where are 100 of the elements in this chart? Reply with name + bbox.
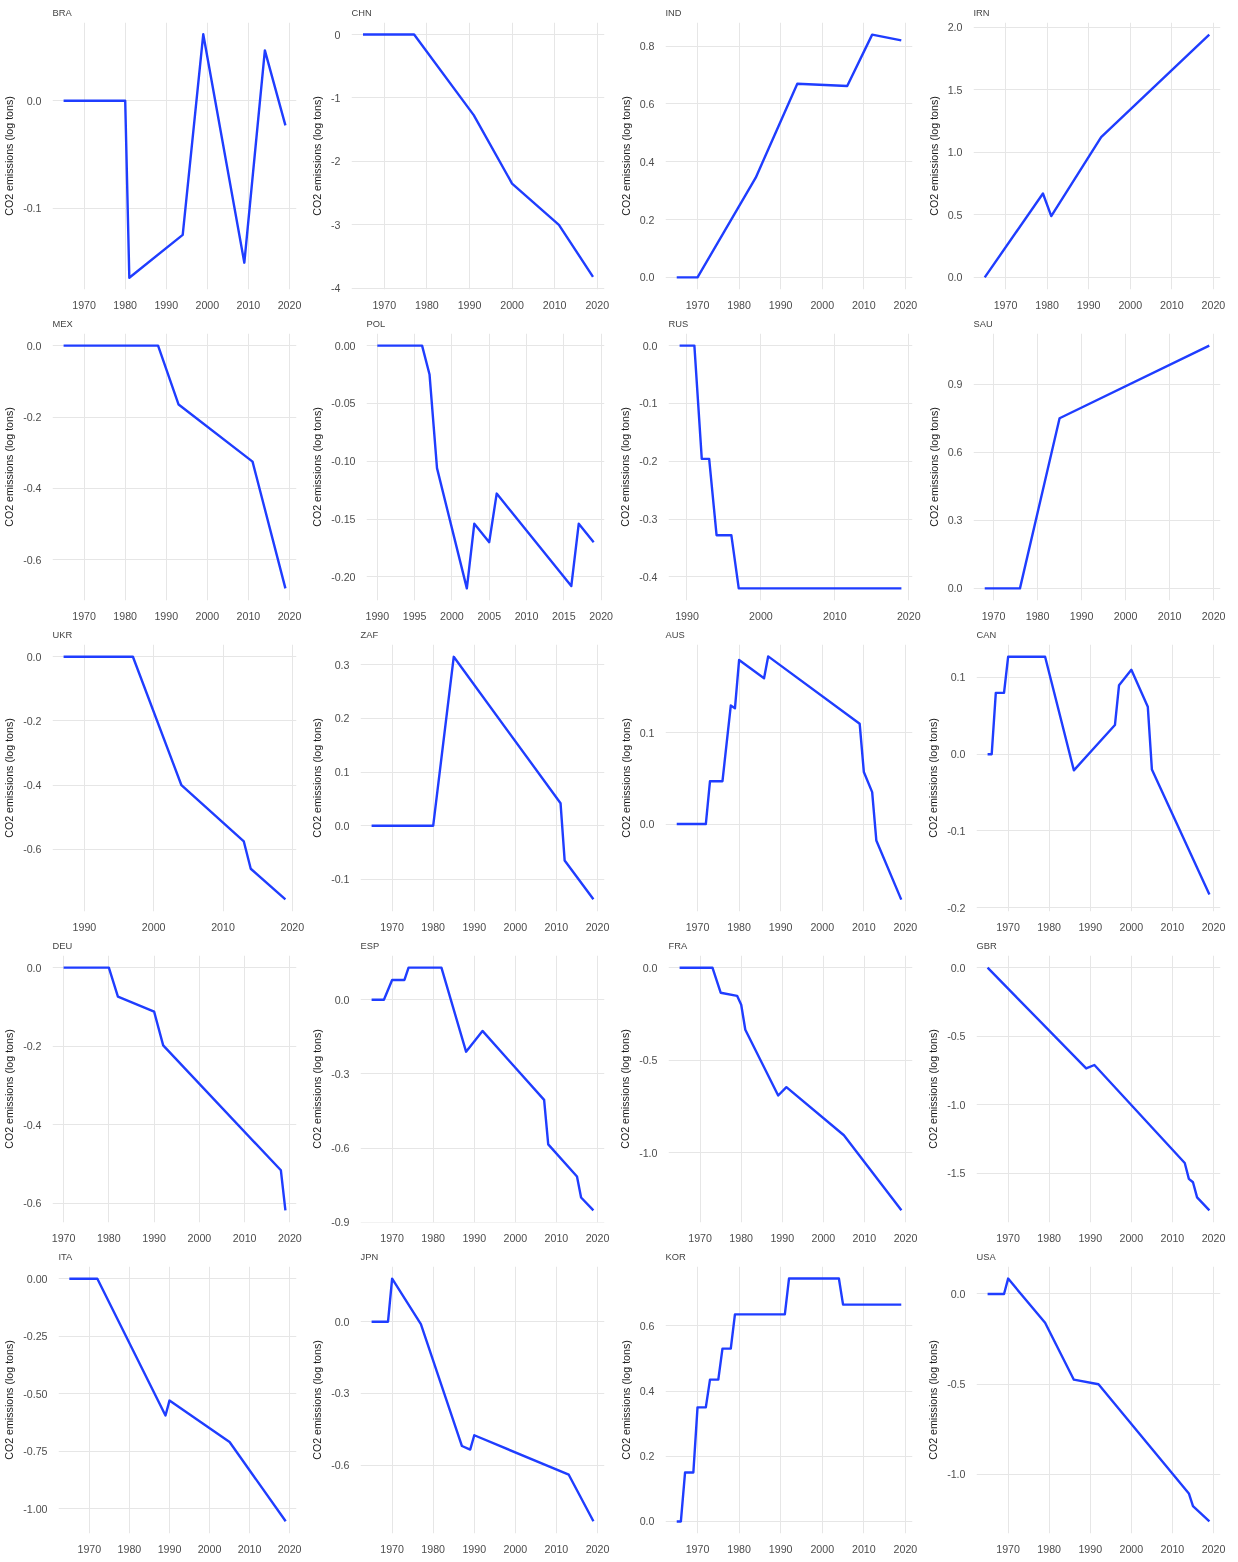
y-axis-title: CO2 emissions (log tons) xyxy=(619,1340,632,1460)
y-tick-label: -0.4 xyxy=(639,570,658,583)
y-tick-label: -0.75 xyxy=(23,1445,48,1458)
line-series xyxy=(986,655,1211,896)
x-tick-label: 1980 xyxy=(113,609,138,622)
y-tick-label: 0.1 xyxy=(950,671,966,684)
y-axis-title: CO2 emissions (log tons) xyxy=(3,407,16,527)
x-tick-label: 1970 xyxy=(688,1231,713,1244)
x-tick-label: 2000 xyxy=(500,298,524,311)
x-tick-label: 1990 xyxy=(72,920,97,933)
y-tick-label: 0.0 xyxy=(950,1287,966,1300)
y-tick-label: -1.0 xyxy=(947,1098,966,1111)
line-series xyxy=(62,966,287,1212)
x-tick-label: 2010 xyxy=(544,920,569,933)
y-axis-title: CO2 emissions (log tons) xyxy=(3,1029,16,1149)
x-tick-label: 1970 xyxy=(77,1542,102,1555)
x-tick-label: 2010 xyxy=(852,1231,877,1244)
x-tick-label: 1970 xyxy=(996,1231,1021,1244)
x-tick-label: 2010 xyxy=(544,1542,569,1555)
x-tick-label: 1970 xyxy=(685,1542,710,1555)
chart-title: DEU xyxy=(52,940,73,951)
x-tick-label: 1990 xyxy=(675,609,699,622)
y-tick-label: -0.4 xyxy=(23,482,42,495)
x-tick-label: 2000 xyxy=(810,920,835,933)
y-tick-label: -0.5 xyxy=(639,1054,658,1067)
x-tick-label: 1980 xyxy=(1037,1231,1062,1244)
x-tick-label: 2000 xyxy=(1113,609,1138,622)
y-axis-title: CO2 emissions (log tons) xyxy=(927,1340,940,1460)
y-axis-title: CO2 emissions (log tons) xyxy=(311,407,324,527)
y-tick-label: -0.1 xyxy=(639,397,658,410)
y-tick-label: -1.5 xyxy=(947,1167,966,1180)
chart-title: IRN xyxy=(973,7,990,18)
y-tick-label: -1.00 xyxy=(23,1502,48,1515)
y-tick-label: -0.6 xyxy=(23,1197,42,1210)
x-tick-label: 2020 xyxy=(896,609,921,622)
y-tick-label: -4 xyxy=(331,282,341,295)
x-tick-label: 2020 xyxy=(893,298,918,311)
y-tick-label: -0.10 xyxy=(331,455,356,468)
x-tick-label: 2000 xyxy=(440,609,464,622)
y-tick-label: 0.2 xyxy=(334,712,350,725)
y-tick-label: -0.3 xyxy=(331,1067,350,1080)
x-tick-label: 2000 xyxy=(810,1542,835,1555)
x-tick-label: 1990 xyxy=(768,1542,793,1555)
x-tick-label: 1970 xyxy=(380,1231,405,1244)
y-axis-title: CO2 emissions (log tons) xyxy=(311,718,324,838)
chart-title: GBR xyxy=(976,940,997,951)
x-tick-label: 2020 xyxy=(589,609,614,622)
y-tick-label: 0.0 xyxy=(947,582,963,595)
x-tick-label: 2010 xyxy=(514,609,539,622)
y-tick-label: -0.2 xyxy=(23,1040,42,1053)
x-tick-label: 2000 xyxy=(503,1542,528,1555)
y-tick-label: 0.0 xyxy=(639,1515,655,1528)
chart-title: KOR xyxy=(665,1251,686,1262)
y-tick-label: -1 xyxy=(331,91,341,104)
y-tick-label: 0.6 xyxy=(947,446,963,459)
x-tick-label: 2020 xyxy=(280,920,305,933)
y-tick-label: -3 xyxy=(331,218,341,231)
x-tick-label: 2000 xyxy=(197,1542,222,1555)
x-tick-label: 1970 xyxy=(993,298,1018,311)
y-axis-title: CO2 emissions (log tons) xyxy=(927,96,940,216)
x-tick-label: 2000 xyxy=(749,609,773,622)
y-tick-label: -1.0 xyxy=(639,1146,658,1159)
y-tick-label: -0.6 xyxy=(331,1459,350,1472)
x-tick-label: 2010 xyxy=(1160,1542,1185,1555)
chart-title: USA xyxy=(976,1251,997,1262)
x-tick-label: 2020 xyxy=(893,920,918,933)
x-tick-label: 1970 xyxy=(996,1542,1021,1555)
y-axis-title: CO2 emissions (log tons) xyxy=(927,407,940,527)
x-tick-label: 2015 xyxy=(551,609,576,622)
y-tick-label: 0.00 xyxy=(334,339,356,352)
x-tick-label: 2005 xyxy=(477,609,502,622)
chart-title: POL xyxy=(366,318,386,329)
y-tick-label: -0.2 xyxy=(23,411,42,424)
y-tick-label: 0.0 xyxy=(642,961,658,974)
x-tick-label: 2000 xyxy=(1118,298,1143,311)
chart-title: SAU xyxy=(973,318,993,329)
line-series xyxy=(62,33,287,279)
y-tick-label: 0.0 xyxy=(334,993,350,1006)
x-tick-label: 1990 xyxy=(462,920,487,933)
x-tick-label: 1980 xyxy=(727,298,752,311)
x-tick-label: 1980 xyxy=(1037,920,1062,933)
y-tick-label: 0.0 xyxy=(334,819,350,832)
chart-title: UKR xyxy=(52,629,73,640)
x-tick-label: 1980 xyxy=(729,1231,754,1244)
y-tick-label: 0.0 xyxy=(950,748,966,761)
x-tick-label: 2020 xyxy=(1201,298,1226,311)
y-tick-label: -0.3 xyxy=(331,1387,350,1400)
chart-title: FRA xyxy=(668,940,688,951)
line-series xyxy=(62,344,287,590)
y-tick-label: -0.5 xyxy=(947,1030,966,1043)
x-tick-label: 2000 xyxy=(1119,1542,1144,1555)
x-tick-label: 2010 xyxy=(1160,920,1185,933)
x-tick-label: 2020 xyxy=(277,609,302,622)
x-tick-label: 2010 xyxy=(1160,1231,1185,1244)
y-axis-title: CO2 emissions (log tons) xyxy=(311,96,324,216)
y-axis-title: CO2 emissions (log tons) xyxy=(311,1340,324,1460)
y-tick-label: 0 xyxy=(334,28,341,41)
line-series xyxy=(675,1277,903,1523)
x-tick-label: 1990 xyxy=(1078,920,1103,933)
x-tick-label: 1980 xyxy=(727,920,752,933)
